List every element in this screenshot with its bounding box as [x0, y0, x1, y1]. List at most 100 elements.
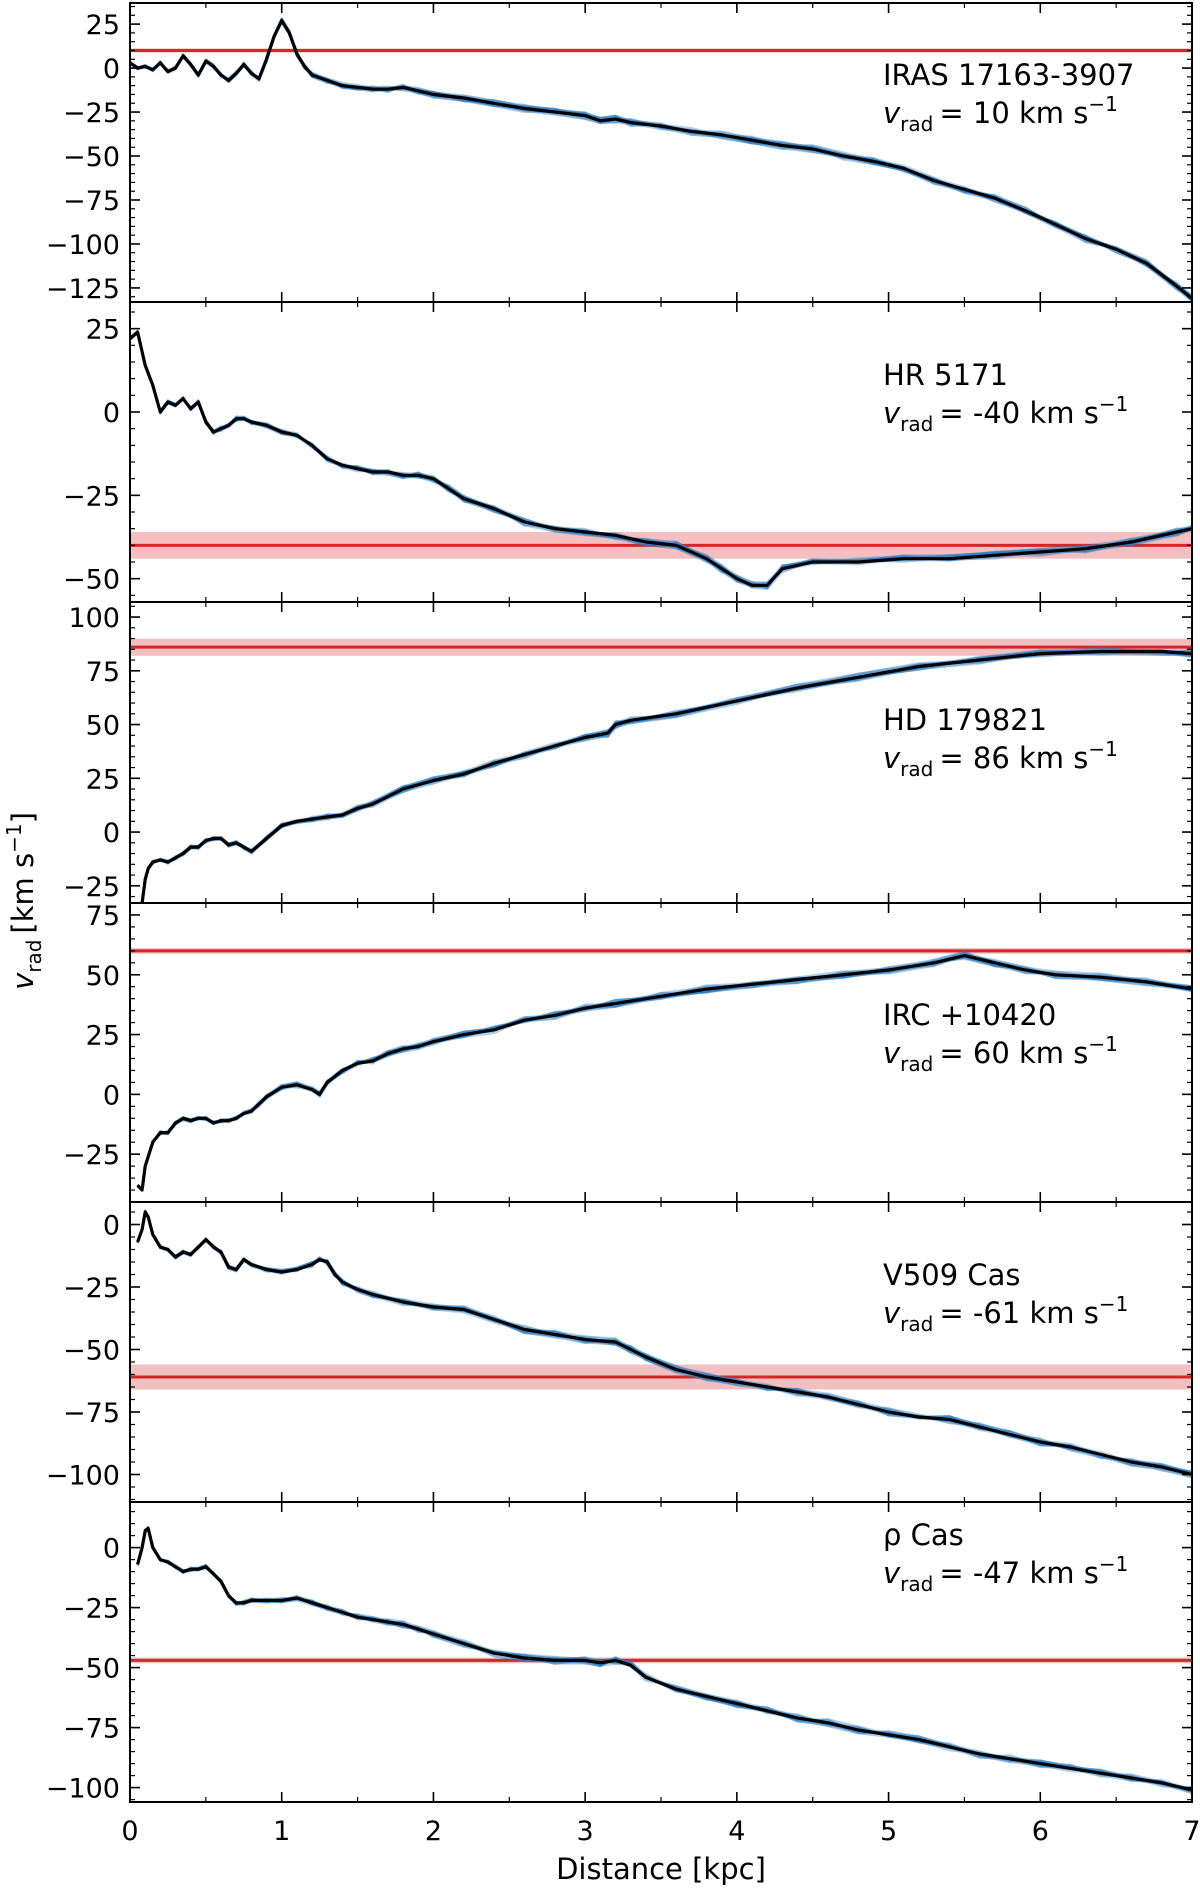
vrad-value: = 10 km s	[939, 96, 1088, 130]
median-curve	[130, 330, 1192, 587]
y-tick-label: 25	[86, 10, 120, 41]
panel-frame	[129, 1501, 1193, 1803]
sample-curve	[136, 953, 1192, 1190]
vrad-value: = -40 km s	[939, 396, 1098, 430]
y-tick-label: −75	[63, 1398, 120, 1429]
vrad-unit-sup: −1	[1099, 392, 1128, 416]
x-tick-label: 5	[880, 1816, 897, 1847]
sample-curve	[141, 649, 1192, 902]
y-tick-label: 50	[86, 711, 120, 742]
sample-curve	[141, 647, 1192, 903]
y-tick-label: −100	[46, 1461, 120, 1492]
star-name: ρ Cas	[883, 1518, 964, 1552]
y-tick-label: −25	[63, 1273, 120, 1304]
plot-area	[130, 330, 1192, 590]
sample-curve	[141, 649, 1192, 903]
median-curve	[136, 954, 1192, 1192]
y-axis-label: vrad [km s−1]	[2, 812, 46, 990]
sample-curve	[136, 1210, 1192, 1475]
vrad-annotation: vrad = -40 km s−1	[883, 392, 1128, 436]
vrad-subscript: rad	[900, 757, 933, 781]
y-tick-label: −25	[63, 98, 120, 129]
vrad-symbol: v	[883, 741, 901, 775]
panel-frame	[129, 2, 1193, 303]
sample-curve	[141, 652, 1192, 903]
sample-curve	[136, 1210, 1192, 1474]
y-axis-subscript: rad	[22, 940, 46, 973]
x-tick-labels: 0 1 2 3 4 5 6 7	[121, 1816, 1200, 1847]
y-tick-label: −50	[63, 565, 120, 596]
y-axis-unit-sup: −1	[2, 823, 26, 852]
vrad-symbol: v	[883, 1036, 901, 1070]
vrad-annotation: vrad = 10 km s−1	[883, 92, 1118, 136]
y-tick-label: 25	[86, 315, 120, 346]
sample-curve	[141, 649, 1192, 903]
x-tick-label: 6	[1032, 1816, 1049, 1847]
median-curve	[136, 1210, 1192, 1477]
x-tick-label: 2	[425, 1816, 442, 1847]
vrad-subscript: rad	[900, 1312, 933, 1336]
y-axis-unit-open: [km s	[6, 853, 40, 934]
y-tick-label: −75	[63, 1714, 120, 1745]
star-name: IRAS 17163-3907	[883, 58, 1135, 92]
vrad-unit-sup: −1	[1088, 737, 1117, 761]
y-tick-label: −50	[63, 1336, 120, 1367]
vrad-unit-sup: −1	[1099, 1552, 1128, 1576]
star-name: V509 Cas	[883, 1258, 1021, 1292]
sample-curve	[141, 650, 1192, 903]
y-tick-label: 75	[86, 901, 120, 932]
vrad-value: = 60 km s	[939, 1036, 1088, 1070]
x-tick-label: 1	[273, 1816, 290, 1847]
vrad-value: = -61 km s	[939, 1296, 1098, 1330]
vrad-symbol: v	[883, 96, 901, 130]
median-curve	[140, 649, 1192, 903]
x-tick-label: 4	[728, 1816, 745, 1847]
y-tick-label: −25	[63, 1140, 120, 1171]
x-tick-label: 7	[1183, 1816, 1200, 1847]
vrad-unit-sup: −1	[1088, 92, 1117, 116]
sample-curve	[141, 648, 1192, 902]
y-axis-unit-close: ]	[6, 812, 40, 823]
plot-area	[130, 17, 1192, 302]
sample-curve	[136, 1212, 1192, 1473]
sample-curve	[141, 649, 1192, 903]
sample-curve	[136, 953, 1192, 1192]
vrad-annotation: vrad = 86 km s−1	[883, 737, 1118, 781]
plot-area	[130, 638, 1192, 903]
vrad-annotation: vrad = -61 km s−1	[883, 1292, 1128, 1336]
y-tick-label: 0	[103, 1080, 120, 1111]
y-tick-label: −50	[63, 1654, 120, 1685]
x-tick-label: 3	[577, 1816, 594, 1847]
y-tick-label: 50	[86, 961, 120, 992]
sample-curve	[136, 951, 1192, 1192]
y-tick-label: −25	[63, 1594, 120, 1625]
y-tick-label: 100	[68, 603, 120, 634]
vrad-subscript: rad	[900, 112, 933, 136]
vrad-unit-sup: −1	[1088, 1032, 1117, 1056]
sample-curve	[141, 649, 1192, 903]
y-tick-label: −75	[63, 186, 120, 217]
median-curve	[130, 19, 1192, 300]
panel-frame	[129, 1201, 1193, 1503]
star-name: HR 5171	[883, 358, 1008, 392]
sample-curve	[136, 1209, 1192, 1476]
y-axis-symbol: v	[6, 972, 40, 990]
y-tick-label: 0	[103, 54, 120, 85]
vrad-subscript: rad	[900, 412, 933, 436]
x-axis-label: Distance [kpc]	[556, 1852, 766, 1886]
star-name: HD 179821	[883, 703, 1047, 737]
vrad-subscript: rad	[900, 1572, 933, 1596]
vrad-symbol: v	[883, 396, 901, 430]
y-tick-label: −100	[46, 230, 120, 261]
vrad-value: = 86 km s	[939, 741, 1088, 775]
y-tick-label: 25	[86, 1021, 120, 1052]
y-tick-label: −50	[63, 142, 120, 173]
y-tick-label: −25	[63, 872, 120, 903]
y-tick-label: 0	[103, 1534, 120, 1565]
